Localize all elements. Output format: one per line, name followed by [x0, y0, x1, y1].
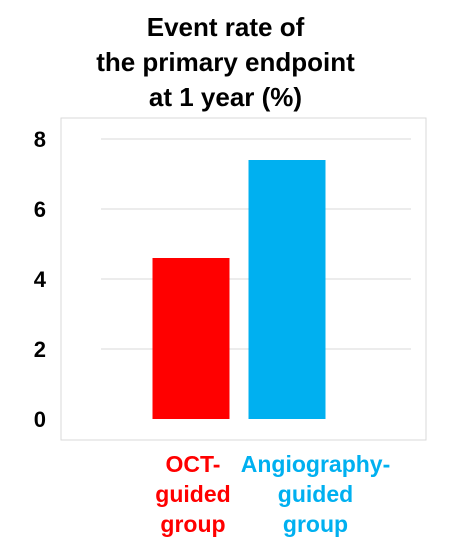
category-label-line: guided: [277, 481, 354, 507]
chart-title: Event rate of the primary endpoint at 1 …: [0, 10, 451, 115]
category-label-line: group: [282, 511, 349, 537]
y-tick-label: 8: [34, 127, 46, 152]
category-label-line: Angiography-: [240, 451, 391, 477]
y-tick-label: 6: [34, 197, 46, 222]
y-tick-label: 4: [34, 267, 47, 292]
chart-title-line-2: the primary endpoint: [96, 47, 355, 77]
category-label-line: group: [160, 511, 226, 537]
bars: [152, 160, 326, 419]
bar-1: [248, 160, 326, 419]
category-label-line: OCT-: [165, 451, 221, 477]
y-tick-label: 2: [34, 337, 46, 362]
chart-title-line-1: Event rate of: [146, 12, 305, 42]
category-label-oct-guided: OCT- guided group: [128, 449, 258, 539]
category-label-line: guided: [155, 481, 231, 507]
y-axis-tick-labels: 0 2 4 6 8: [34, 127, 47, 432]
y-tick-label: 0: [34, 407, 46, 432]
bar-0: [152, 258, 230, 419]
chart-title-line-3: at 1 year (%): [148, 82, 303, 112]
category-label-angiography-guided: Angiography- guided group: [223, 449, 408, 539]
